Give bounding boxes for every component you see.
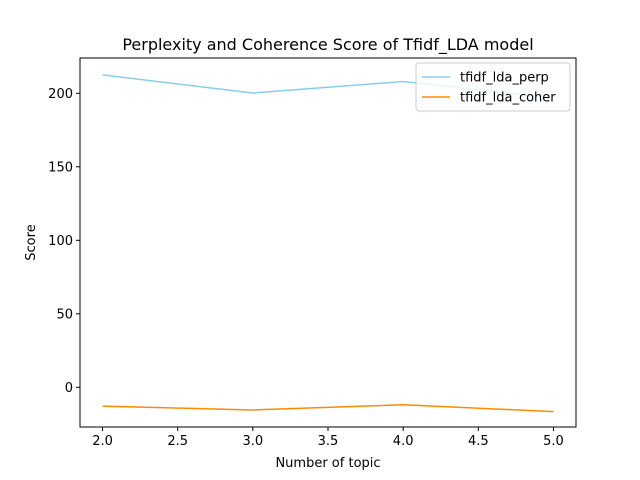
x-axis-ticks: 2.0 2.5 3.0 3.5 4.0 4.5 5.0 bbox=[92, 427, 564, 449]
chart-title: Perplexity and Coherence Score of Tfidf_… bbox=[122, 35, 533, 55]
y-tick-label: 150 bbox=[48, 160, 73, 175]
legend-box bbox=[415, 62, 571, 112]
x-tick-label: 3.0 bbox=[243, 434, 264, 449]
x-tick-label: 5.0 bbox=[543, 434, 564, 449]
series-line-tfidf_lda_coher bbox=[102, 404, 554, 413]
legend: tfidf_lda_perp tfidf_lda_coher bbox=[415, 62, 571, 112]
legend-label-tfidf_lda_perp: tfidf_lda_perp bbox=[460, 71, 549, 86]
y-axis-label: Score bbox=[24, 224, 39, 260]
x-tick-label: 2.0 bbox=[92, 434, 113, 449]
y-tick-label: 50 bbox=[56, 307, 73, 322]
x-axis-label: Number of topic bbox=[275, 456, 380, 471]
y-tick-label: 200 bbox=[48, 87, 73, 102]
x-tick-label: 2.5 bbox=[167, 434, 188, 449]
y-axis-ticks: 0 50 100 150 200 bbox=[48, 87, 80, 396]
x-tick-label: 4.0 bbox=[393, 434, 414, 449]
axes-frame bbox=[79, 57, 577, 428]
x-tick-label: 3.5 bbox=[318, 434, 339, 449]
y-tick-label: 100 bbox=[48, 234, 73, 249]
x-tick-label: 4.5 bbox=[468, 434, 489, 449]
y-tick-label: 0 bbox=[65, 381, 73, 396]
legend-label-tfidf_lda_coher: tfidf_lda_coher bbox=[460, 91, 556, 106]
